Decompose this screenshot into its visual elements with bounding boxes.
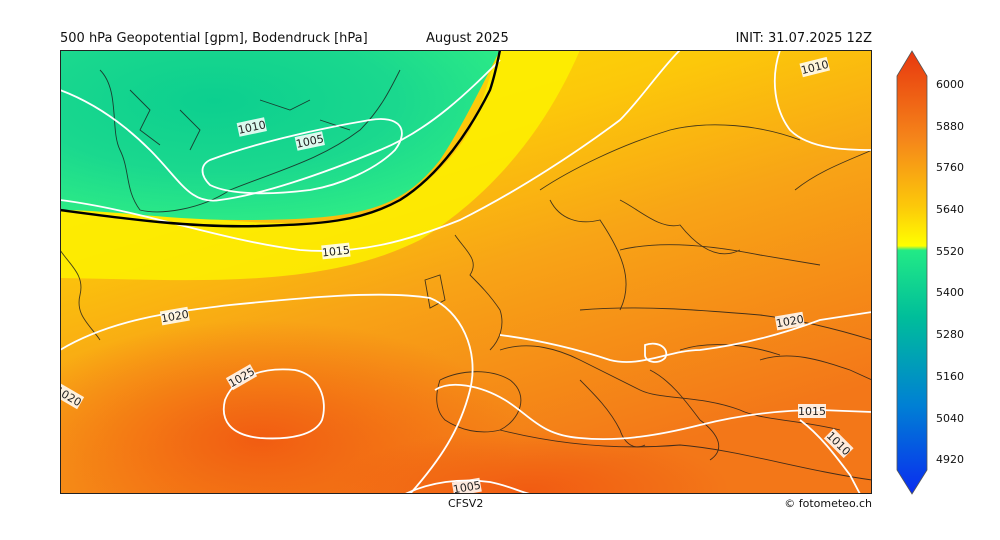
label-1020-northeast: 1010: [799, 56, 831, 78]
colorbar-tick: 5040: [936, 412, 964, 425]
isobar-1015-east: [499, 311, 872, 363]
label-1015-east: 1020: [774, 311, 805, 331]
colorbar-tick: 5160: [936, 370, 964, 383]
warm-core-north-africa: [330, 430, 730, 494]
colorbar-tick: 5280: [936, 328, 964, 341]
svg-text:1020: 1020: [160, 308, 190, 326]
chart-title-left: 500 hPa Geopotential [gpm], Bodendruck […: [60, 31, 368, 46]
colorbar-tick: 5640: [936, 203, 964, 216]
colorbar-body: [896, 50, 928, 495]
isobars: [60, 50, 872, 494]
isobar-1025: [222, 368, 325, 440]
svg-text:1015: 1015: [798, 405, 826, 418]
svg-text:1015: 1015: [321, 244, 350, 260]
colorbar-tick: 5520: [936, 245, 964, 258]
isobar-small-italy: [644, 342, 668, 363]
isobar-1015: [60, 50, 681, 252]
label-1015: 1015: [321, 242, 351, 260]
isobar-1020-northeast: [773, 50, 872, 151]
chart-title-period: August 2025: [426, 31, 509, 46]
colorbar-tick: 6000: [936, 78, 964, 91]
isobar-1010-south: [404, 479, 531, 494]
label-1005-north: 1005: [294, 131, 325, 151]
isobar-1010-east: [434, 383, 872, 441]
credit-text: © fotometeo.ch: [784, 497, 872, 510]
colorbar-tick: 5760: [936, 161, 964, 174]
colorbar: [896, 50, 928, 495]
svg-text:1010: 1010: [237, 118, 267, 137]
svg-text:1020: 1020: [775, 313, 805, 331]
label-1010-east: 1015: [798, 404, 826, 418]
label-1020-west: 1020: [159, 306, 190, 326]
label-1010-north: 1010: [236, 117, 267, 137]
low-height-region: [60, 50, 500, 220]
map-frame: [60, 50, 872, 494]
svg-text:1005: 1005: [452, 479, 482, 494]
colorbar-tick: 5400: [936, 286, 964, 299]
chart-title-init: INIT: 31.07.2025 12Z: [735, 31, 872, 46]
isobar-1005-east: [799, 419, 861, 494]
highlight-contour-5520: [60, 50, 502, 228]
weather-map: 1010 1005 1015 1020 1025 1020: [60, 50, 872, 494]
isobar-labels: 1010 1005 1015 1020 1025 1020: [60, 56, 854, 494]
colorbar-tick: 5880: [936, 120, 964, 133]
model-name: CFSV2: [448, 497, 484, 510]
isobar-1005-north: [201, 118, 403, 195]
colorbar-tick: 4920: [936, 453, 964, 466]
coastlines: [60, 69, 872, 481]
isobar-1010-north: [60, 59, 501, 202]
label-1010-south: 1005: [451, 477, 482, 494]
svg-text:1005: 1005: [295, 132, 325, 151]
yellow-band: [60, 50, 580, 281]
